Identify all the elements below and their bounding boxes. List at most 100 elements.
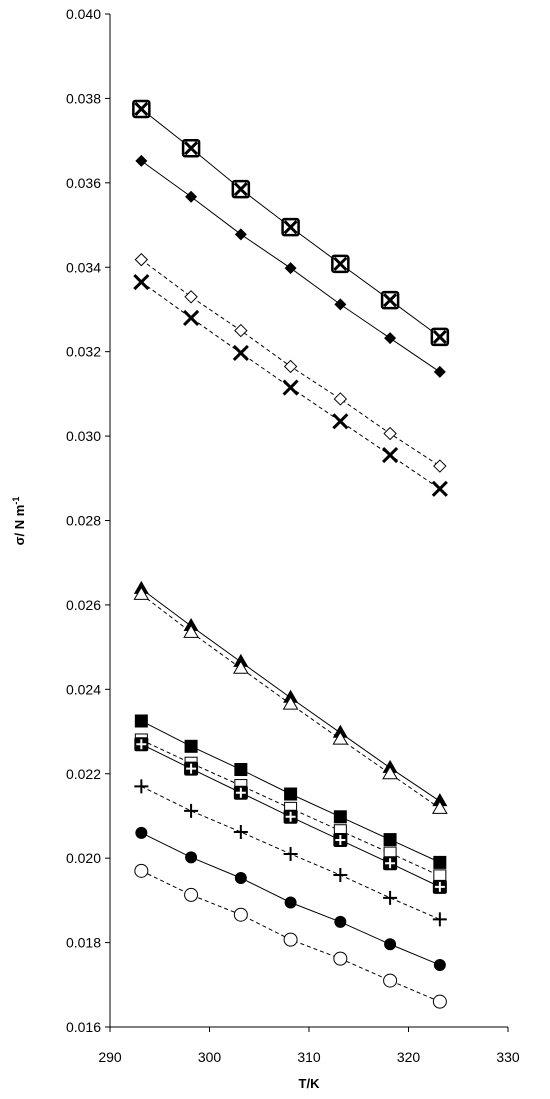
data-point-cross [235, 787, 246, 798]
data-point [134, 714, 148, 728]
data-point [382, 447, 399, 464]
y-axis-title-superscript: -1 [11, 497, 21, 505]
y-tick-label: 0.032 [66, 344, 101, 360]
data-point [333, 951, 348, 966]
data-point [333, 868, 348, 883]
series-4-markers [133, 273, 448, 497]
data-point [234, 872, 247, 885]
data-point [183, 309, 200, 326]
y-axis-ticks: 0.016 0.018 0.020 0.022 0.024 0.026 0.028 0.030… [66, 6, 110, 1035]
y-axis-title: σ/ N m-1 [11, 497, 27, 546]
y-tick-label: 0.028 [66, 513, 101, 529]
data-point [431, 800, 448, 814]
y-tick-label: 0.022 [66, 766, 101, 782]
series-9-markers [134, 737, 447, 894]
data-point-cross [184, 141, 199, 156]
data-point-cross [136, 739, 147, 750]
series-7-markers [134, 714, 447, 869]
x-axis-ticks: 290 300 310 320 330 [98, 1027, 520, 1065]
data-point [383, 833, 397, 847]
data-point [433, 459, 447, 473]
data-point [282, 696, 299, 710]
series-layer [132, 99, 450, 1009]
plot-area: 0.016 0.018 0.020 0.022 0.024 0.026 0.028 0.030… [66, 6, 520, 1065]
data-point [232, 660, 249, 674]
data-point [284, 787, 298, 801]
y-tick-label: 0.038 [66, 90, 101, 106]
x-tick-label: 310 [297, 1049, 321, 1065]
x-tick-label: 290 [98, 1049, 122, 1065]
data-point [184, 739, 198, 753]
data-point [133, 586, 150, 600]
data-point [134, 863, 149, 878]
y-tick-label: 0.030 [66, 428, 101, 444]
y-tick-label: 0.034 [66, 259, 101, 275]
data-point-cross [335, 835, 346, 846]
data-point [234, 763, 248, 777]
data-point [332, 413, 349, 430]
data-point [332, 731, 349, 745]
data-point [134, 779, 149, 794]
data-point [433, 365, 446, 378]
data-point [384, 332, 397, 345]
data-point [184, 290, 198, 304]
data-point [383, 973, 398, 988]
data-point [383, 426, 397, 441]
y-tick-label: 0.024 [66, 681, 101, 697]
y-tick-label: 0.016 [66, 1019, 101, 1035]
x-tick-label: 300 [198, 1049, 222, 1065]
data-point [133, 273, 150, 291]
data-point-cross [383, 293, 398, 308]
data-point [431, 480, 448, 497]
y-tick-label: 0.026 [66, 597, 101, 613]
data-point [432, 793, 448, 807]
series-3-markers [134, 252, 447, 473]
data-point [334, 915, 347, 928]
y-tick-label: 0.020 [66, 850, 101, 866]
data-point [283, 932, 298, 947]
series-10-markers [134, 779, 447, 927]
data-point-cross [333, 256, 348, 271]
series-5-markers [133, 580, 448, 807]
data-point [282, 379, 299, 396]
data-point-cross [285, 811, 296, 822]
data-point [333, 810, 347, 824]
data-point [284, 896, 297, 909]
series-2-markers [135, 154, 446, 378]
data-point [433, 958, 446, 971]
data-point [283, 846, 298, 861]
series-12-markers [134, 863, 447, 1009]
x-tick-label: 330 [496, 1049, 520, 1065]
data-point [185, 190, 198, 203]
series-6-markers [133, 586, 448, 814]
y-tick-label: 0.036 [66, 175, 101, 191]
y-axis-title-main: σ/ N m [12, 505, 27, 546]
data-point [184, 803, 199, 818]
data-point-cross [432, 329, 447, 344]
data-point [232, 344, 249, 361]
data-point [284, 262, 297, 275]
y-tick-label: 0.040 [66, 6, 101, 22]
data-point [134, 252, 149, 267]
data-point [433, 855, 447, 869]
data-point-cross [385, 858, 396, 869]
y-tick-label: 0.018 [66, 935, 101, 951]
series-11-markers [135, 826, 446, 971]
data-point [333, 392, 348, 406]
data-point [334, 298, 347, 311]
data-point [185, 851, 198, 864]
x-axis-title: T/K [299, 1076, 321, 1091]
data-point [135, 154, 148, 167]
data-point [183, 624, 199, 638]
data-point-cross [134, 101, 149, 117]
data-point [384, 938, 397, 951]
data-point [382, 765, 398, 780]
data-point [234, 228, 247, 241]
data-point-cross [283, 220, 298, 235]
data-point [184, 887, 199, 902]
data-point [233, 824, 248, 839]
data-point [135, 826, 148, 839]
data-point-cross [186, 763, 197, 774]
data-point [432, 912, 447, 927]
data-point [383, 890, 398, 905]
